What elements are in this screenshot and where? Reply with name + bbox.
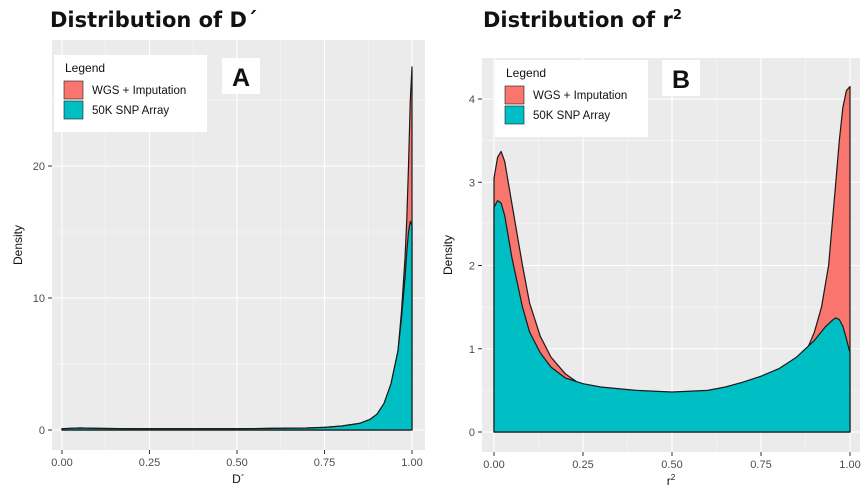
legend-label: WGS + Imputation — [533, 90, 627, 102]
y-tick-label: 0 — [39, 425, 45, 437]
y-tick-label: 0 — [469, 427, 475, 439]
panel-label-box — [222, 58, 260, 94]
x-axis-title: D´ — [232, 472, 245, 486]
panel-label-box — [662, 60, 700, 96]
y-tick-label: 4 — [469, 94, 475, 106]
legend-swatch — [504, 85, 525, 105]
x-tick-label: 1.00 — [839, 459, 860, 471]
x-axis-title: r2 — [667, 473, 676, 486]
x-tick-label: 0.00 — [51, 457, 72, 469]
legend-label: WGS + Imputation — [92, 85, 186, 97]
legend-swatch — [504, 105, 525, 125]
x-tick-label: 0.25 — [572, 459, 593, 471]
y-tick-label: 20 — [33, 161, 45, 173]
x-tick-label: 0.50 — [226, 457, 247, 469]
chart-b: 0.00 0.25 0.50 0.75 1.00 0 1 2 3 4 r2 Density Legend… — [441, 58, 861, 486]
legend-swatch — [63, 100, 84, 120]
x-tick-label: 0.75 — [314, 457, 335, 469]
chart-b-title-superscript: 2 — [672, 8, 682, 23]
panel-label: A — [232, 64, 250, 92]
y-axis-title: Density — [11, 225, 25, 265]
legend-swatch — [63, 80, 84, 100]
x-tick-label: 0.50 — [661, 459, 682, 471]
y-axis-title: Density — [441, 235, 455, 275]
chart-b-legend: Legend WGS + Imputation 50K SNP Array — [495, 60, 648, 137]
panel-label: B — [672, 66, 690, 94]
x-axis-title-superscript: 2 — [671, 473, 676, 482]
snp-array-area — [61, 220, 413, 431]
legend-title: Legend — [506, 66, 546, 80]
legend-label: 50K SNP Array — [92, 105, 169, 117]
chart-a-title: Distribution of D´ — [50, 8, 258, 32]
chart-b-areas — [493, 85, 851, 433]
y-tick-label: 1 — [469, 344, 475, 356]
legend-title: Legend — [65, 61, 105, 75]
x-tick-label: 0.75 — [750, 459, 771, 471]
chart-a-legend: Legend WGS + Imputation 50K SNP Array — [54, 55, 207, 132]
x-tick-label: 1.00 — [401, 457, 422, 469]
y-tick-label: 10 — [33, 293, 45, 305]
x-tick-label: 0.25 — [139, 457, 160, 469]
chart-a: 0.00 0.25 0.50 0.75 1.00 0 10 20 D´ Density Legend… — [11, 40, 425, 486]
y-tick-label: 2 — [469, 261, 475, 273]
chart-a-areas — [61, 66, 413, 431]
x-tick-label: 0.00 — [483, 459, 504, 471]
legend-label: 50K SNP Array — [533, 110, 610, 122]
chart-b-title: Distribution of r2 — [483, 8, 682, 32]
y-tick-label: 3 — [469, 177, 475, 189]
snp-array-area — [493, 200, 851, 433]
